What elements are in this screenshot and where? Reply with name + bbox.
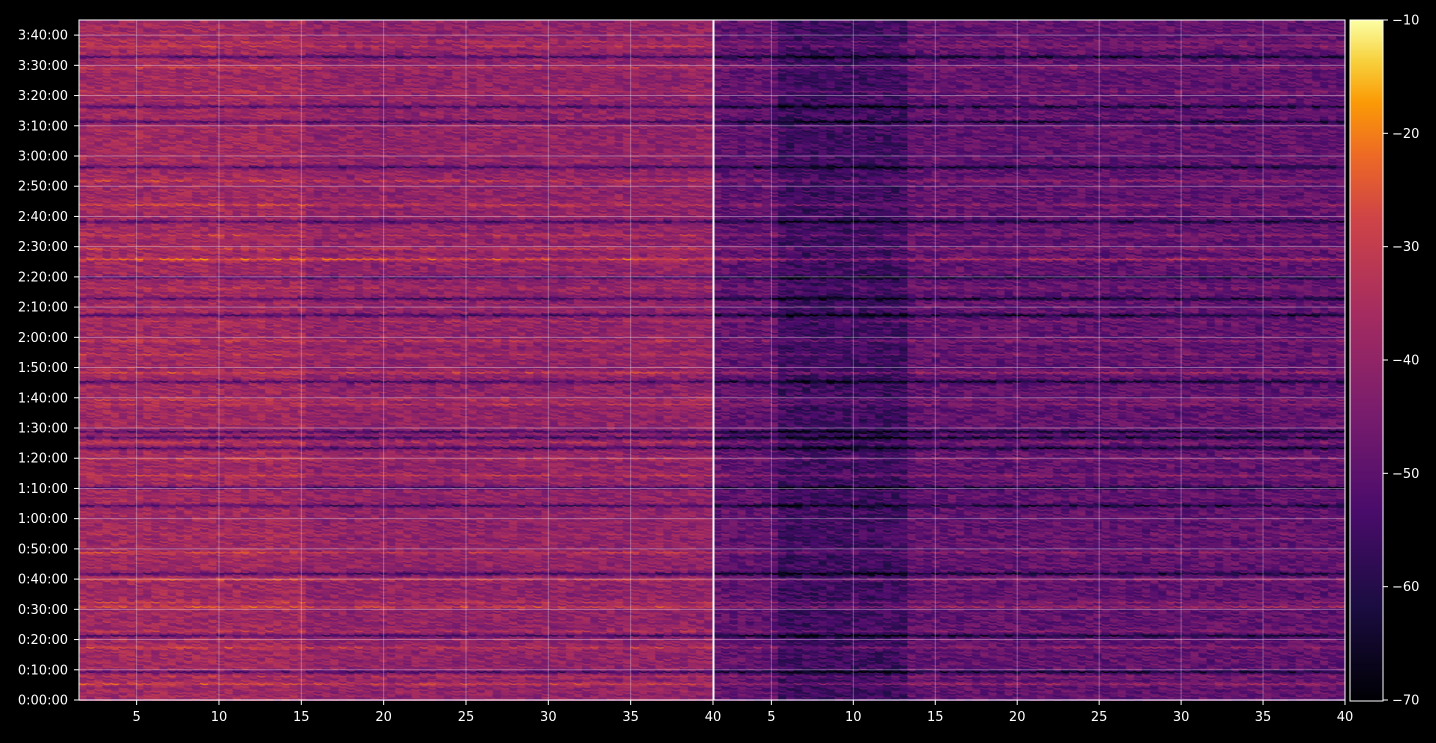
left-panel-heatmap xyxy=(77,17,715,704)
